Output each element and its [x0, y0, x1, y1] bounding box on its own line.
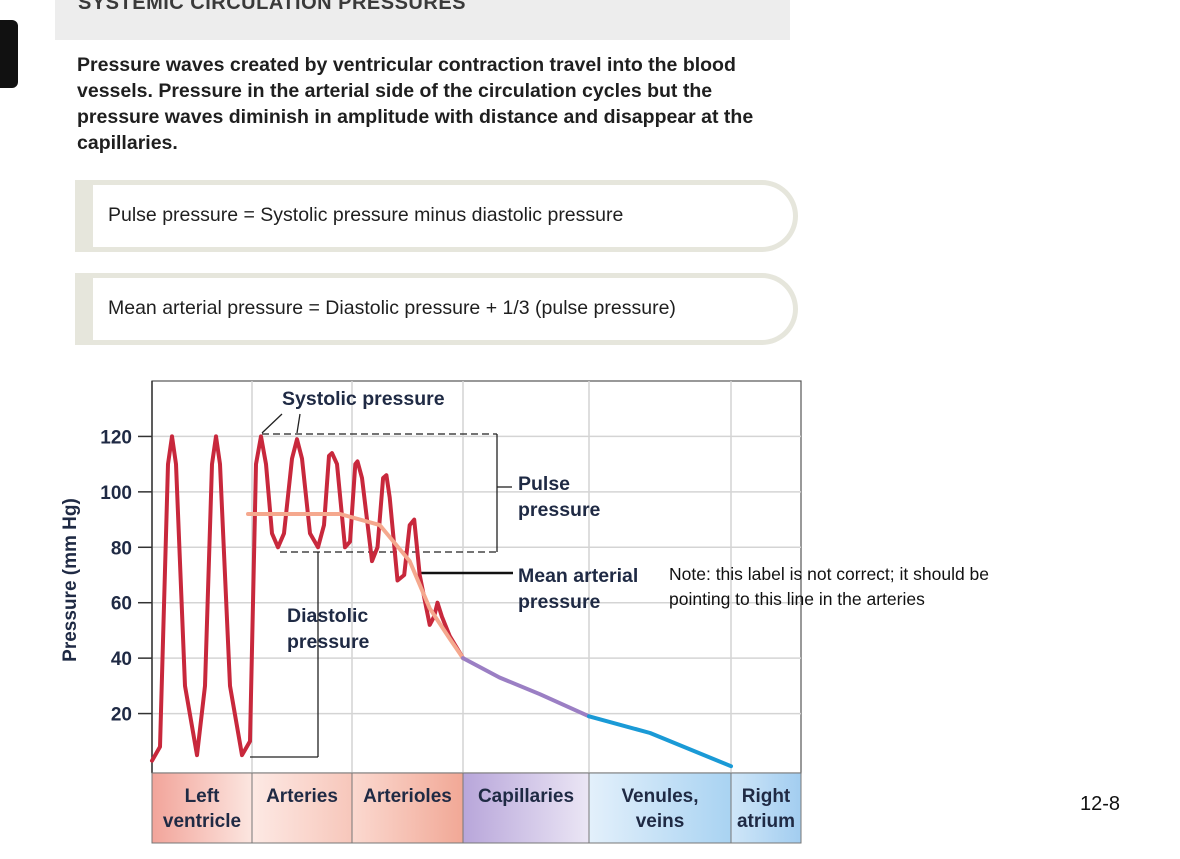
region-band: [462, 772, 590, 844]
mean-label: Mean arterial pressure: [518, 565, 639, 613]
category-label: Left ventricle: [162, 786, 242, 832]
series-line: [461, 656, 591, 719]
annotation-line: [261, 413, 283, 434]
page-number: 12-8: [1080, 793, 1121, 815]
region-band: [151, 772, 253, 844]
title-band: [55, 0, 790, 40]
category-label: Venules, veins: [621, 786, 699, 832]
y-axis-label: Pressure (mm Hg): [60, 498, 81, 662]
series-line: [587, 714, 733, 769]
series-line: [150, 434, 465, 763]
y-tick-label: 40: [111, 649, 132, 670]
formula: Mean arterial pressure = Diastolic press…: [108, 297, 676, 319]
formula-box: Pulse pressure = Systolic pressure minus…: [75, 180, 798, 252]
paragraph: Pressure waves created by ventricular co…: [77, 54, 754, 154]
systolic-label: Systolic pressure: [282, 388, 445, 410]
region-band: [588, 772, 732, 844]
region-band: [351, 772, 464, 844]
region-band: [730, 772, 802, 844]
y-tick-label: 60: [111, 594, 132, 615]
annotation-line: [296, 413, 301, 434]
region-band: [251, 772, 353, 844]
note: Note: this label is not correct; it shou…: [669, 564, 990, 609]
y-tick-label: 100: [100, 483, 132, 504]
category-label: Arterioles: [363, 786, 452, 807]
formula: Pulse pressure = Systolic pressure minus…: [108, 204, 624, 226]
category-label: Right atrium: [736, 786, 796, 832]
y-tick-label: 20: [111, 705, 132, 726]
diastolic-label: Diastolic pressure: [287, 605, 370, 653]
title: SYSTEMIC CIRCULATION PRESSURES: [78, 0, 466, 14]
y-tick-label: 80: [111, 538, 132, 559]
category-label: Arteries: [266, 786, 338, 807]
pulse-label: Pulse pressure: [518, 473, 601, 521]
category-label: Capillaries: [477, 786, 575, 807]
side-tab: [0, 20, 18, 88]
formula-box: Mean arterial pressure = Diastolic press…: [75, 273, 798, 345]
series-line: [246, 512, 465, 661]
y-tick-label: 120: [100, 427, 132, 448]
